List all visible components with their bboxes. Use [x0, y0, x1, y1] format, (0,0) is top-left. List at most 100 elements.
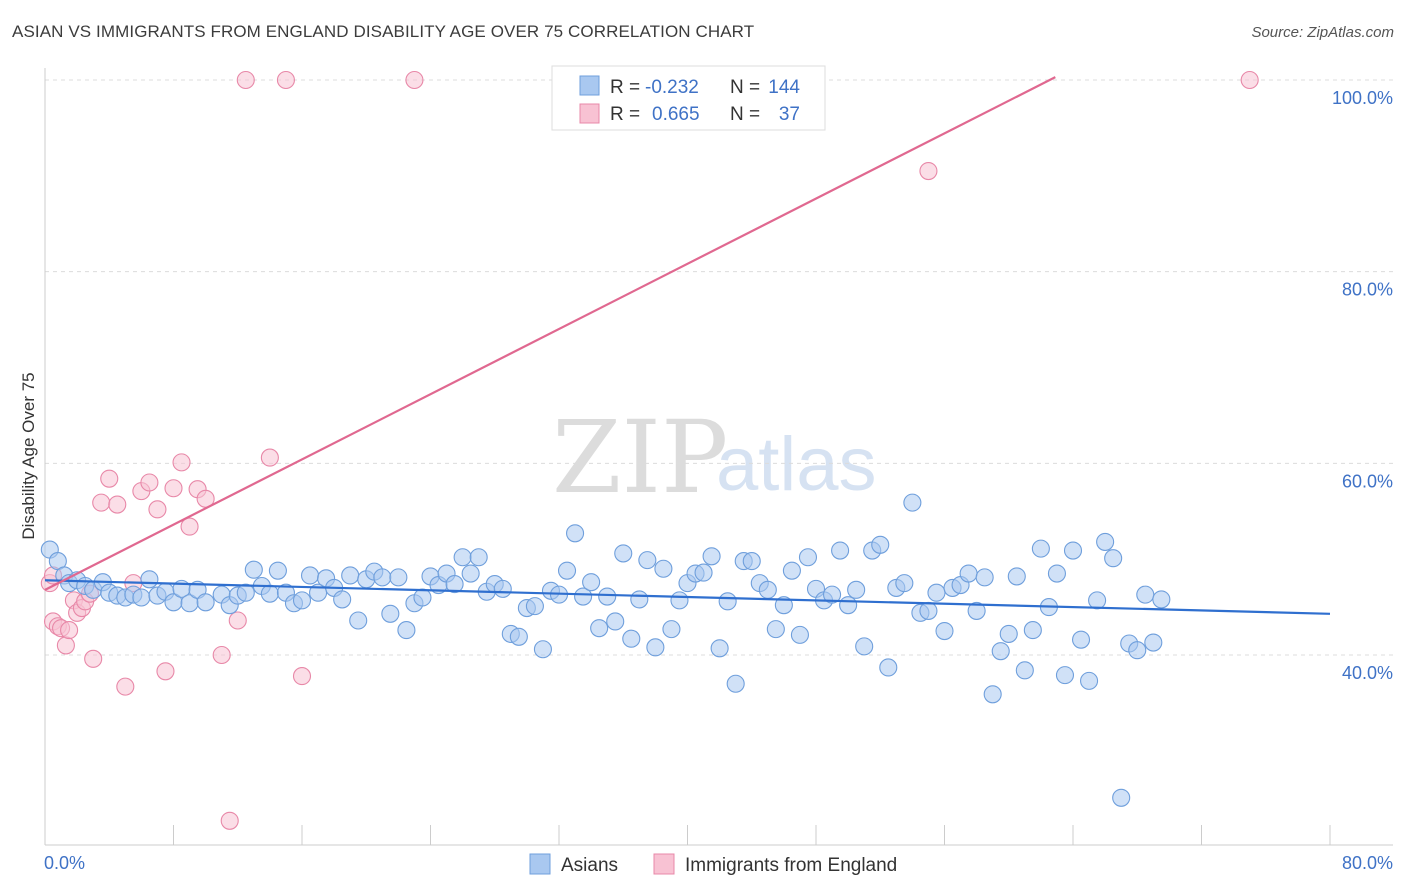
asian-point-69 — [598, 587, 617, 606]
asian-point-125 — [1047, 564, 1066, 583]
asian-point-65 — [566, 524, 585, 543]
asian-point-136 — [1136, 585, 1155, 604]
england-point-12 — [92, 493, 111, 512]
series-legend: Asians Immigrants from England — [529, 853, 897, 876]
england-point-30 — [260, 448, 279, 467]
y-tick-label-40: 40.0% — [1342, 663, 1393, 683]
legend-n-value-1: 144 — [768, 77, 800, 98]
legend-n-label-1: N = — [730, 77, 760, 98]
asian-point-85 — [726, 674, 745, 693]
england-point-31 — [276, 70, 295, 90]
asian-point-27 — [260, 584, 279, 603]
asian-point-52 — [461, 564, 480, 583]
asian-point-77 — [662, 620, 681, 639]
asian-point-122 — [1023, 621, 1042, 640]
asian-point-100 — [847, 580, 866, 599]
asian-point-104 — [879, 658, 898, 677]
y-tick-label-100: 100.0% — [1332, 88, 1393, 108]
england-point-26 — [212, 645, 231, 665]
asian-point-42 — [381, 604, 400, 623]
legend-n-label-2: N = — [730, 104, 760, 125]
england-point-18 — [140, 473, 159, 492]
asian-point-67 — [582, 573, 601, 592]
asian-point-83 — [710, 639, 729, 658]
asian-point-78 — [670, 591, 689, 610]
x-tick-label-min: 0.0% — [44, 853, 85, 873]
asian-point-71 — [614, 544, 633, 563]
asian-point-31 — [292, 591, 312, 610]
bottom-legend-england: Immigrants from England — [685, 855, 897, 876]
asian-point-36 — [333, 590, 352, 609]
source-credit: Source: ZipAtlas.com — [1251, 24, 1394, 41]
england-point-20 — [156, 662, 175, 681]
asian-point-94 — [798, 548, 818, 567]
asians-points — [40, 493, 1171, 807]
england-point-22 — [172, 453, 191, 472]
legend-swatch-england — [579, 103, 600, 124]
asian-point-43 — [389, 568, 408, 587]
asian-point-135 — [1128, 641, 1147, 660]
england-point-29 — [236, 70, 255, 90]
asian-point-107 — [903, 493, 922, 512]
asian-point-131 — [1096, 532, 1115, 551]
asian-point-28 — [268, 561, 287, 580]
asian-point-93 — [790, 625, 809, 644]
asian-point-92 — [782, 561, 801, 580]
asian-point-115 — [967, 601, 986, 620]
asian-point-84 — [718, 592, 737, 611]
y-tick-label-60: 60.0% — [1342, 471, 1393, 491]
asian-point-58 — [509, 627, 528, 646]
england-point-19 — [148, 500, 167, 519]
asian-point-138 — [1152, 590, 1171, 609]
asian-point-98 — [831, 541, 850, 560]
trend-lines — [44, 76, 1331, 615]
asian-point-130 — [1088, 591, 1107, 610]
immigrants-england-points — [40, 70, 1259, 830]
asian-point-118 — [991, 642, 1010, 661]
england-point-15 — [116, 677, 135, 696]
england-point-14 — [108, 495, 127, 514]
asian-point-116 — [975, 568, 994, 587]
asian-point-133 — [1112, 788, 1131, 807]
asian-point-117 — [983, 685, 1002, 704]
asian-point-46 — [413, 588, 432, 607]
bottom-legend-swatch-england — [653, 853, 675, 875]
asian-point-44 — [397, 621, 416, 640]
asian-point-103 — [871, 535, 890, 554]
x-tick-label-max: 80.0% — [1342, 853, 1393, 873]
asian-point-50 — [445, 575, 464, 594]
chart-title: ASIAN VS IMMIGRANTS FROM ENGLAND DISABIL… — [12, 22, 755, 41]
asian-point-109 — [919, 601, 938, 620]
asian-point-120 — [1007, 567, 1026, 586]
asian-point-75 — [646, 638, 665, 657]
asian-point-66 — [574, 587, 593, 606]
asian-point-74 — [638, 551, 657, 570]
y-tick-labels: 40.0% 60.0% 80.0% 100.0% — [1332, 88, 1393, 683]
legend-r-label-2: R = — [610, 104, 640, 125]
asian-point-60 — [525, 597, 544, 616]
y-tick-label-80: 80.0% — [1342, 280, 1393, 300]
england-point-33 — [405, 70, 424, 90]
england-point-21 — [164, 479, 183, 498]
asian-point-128 — [1071, 630, 1091, 649]
asian-point-32 — [300, 566, 320, 585]
legend-r-value-1: -0.232 — [645, 77, 699, 98]
asian-point-24 — [236, 583, 255, 602]
asian-point-53 — [469, 548, 488, 567]
asian-point-137 — [1144, 633, 1163, 652]
asian-point-106 — [895, 574, 914, 593]
asian-point-90 — [766, 620, 785, 639]
asian-point-12 — [132, 588, 151, 607]
asian-point-91 — [774, 596, 793, 615]
england-point-23 — [180, 517, 199, 536]
asian-point-70 — [606, 612, 625, 631]
legend-swatch-asians — [579, 75, 600, 96]
asian-point-99 — [839, 596, 858, 615]
asian-point-13 — [140, 570, 159, 589]
asian-point-20 — [196, 593, 215, 612]
england-point-32 — [292, 667, 312, 686]
asian-point-87 — [742, 552, 761, 571]
asian-point-126 — [1055, 666, 1075, 685]
england-point-28 — [228, 611, 247, 630]
bottom-legend-swatch-asians — [529, 853, 551, 875]
